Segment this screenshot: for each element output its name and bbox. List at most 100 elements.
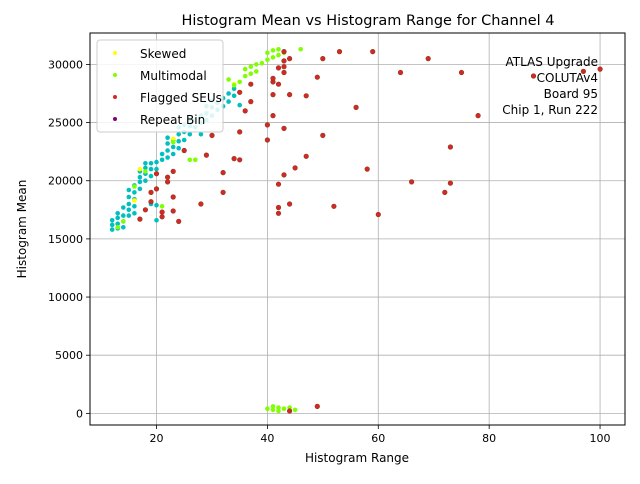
legend-marker: [113, 117, 117, 121]
data-point: [275, 81, 282, 87]
data-point: [142, 207, 148, 213]
data-point: [143, 169, 148, 174]
data-point: [270, 55, 276, 60]
data-point: [237, 89, 243, 95]
data-point: [292, 407, 298, 413]
data-point: [159, 204, 165, 209]
data-point: [281, 48, 287, 55]
data-point: [170, 208, 176, 214]
data-point: [143, 178, 148, 183]
data-point: [314, 74, 320, 80]
data-point: [447, 180, 454, 186]
data-point: [242, 73, 248, 79]
data-point: [281, 58, 287, 64]
data-point: [265, 406, 270, 412]
data-point: [137, 216, 143, 222]
data-point: [154, 218, 159, 223]
data-point: [115, 211, 120, 216]
data-point: [237, 129, 243, 135]
data-point: [121, 205, 126, 210]
data-point: [320, 55, 326, 62]
y-tick-label: 20000: [48, 175, 83, 188]
data-point: [126, 201, 132, 207]
data-point: [265, 50, 270, 56]
data-point: [442, 189, 448, 195]
data-point: [220, 170, 226, 176]
data-point: [121, 213, 126, 218]
data-point: [170, 168, 176, 174]
annotation-line: Chip 1, Run 222: [502, 103, 598, 117]
chart-annotation: ATLAS Upgrade COLUTAv4 Board 95 Chip 1, Run…: [502, 55, 598, 117]
data-point: [109, 227, 115, 232]
data-point: [154, 166, 159, 172]
data-point: [275, 204, 282, 211]
data-point: [231, 93, 237, 99]
data-point: [475, 112, 481, 119]
data-point: [287, 201, 293, 207]
data-point: [137, 174, 143, 180]
data-point: [126, 187, 132, 193]
data-point: [159, 214, 165, 220]
data-point: [275, 65, 282, 71]
data-point: [270, 75, 276, 81]
data-point: [153, 186, 160, 192]
data-point: [270, 407, 276, 413]
data-point: [115, 221, 120, 227]
data-point: [281, 64, 287, 70]
data-point: [281, 125, 287, 131]
data-point: [176, 145, 181, 151]
data-point: [259, 60, 265, 66]
data-point: [458, 69, 465, 76]
data-point: [276, 52, 281, 58]
data-point: [148, 166, 154, 172]
data-point: [248, 64, 254, 69]
data-point: [292, 165, 298, 171]
legend-marker: [113, 95, 117, 99]
data-point: [580, 68, 587, 74]
data-point: [237, 79, 242, 85]
y-tick-label: 5000: [55, 349, 83, 362]
data-point: [226, 77, 231, 82]
data-point: [126, 213, 132, 218]
data-point: [409, 179, 415, 185]
data-point: [270, 91, 276, 98]
data-point: [132, 211, 137, 216]
data-point: [181, 147, 187, 154]
data-point: [370, 48, 376, 55]
x-tick-label: 40: [260, 432, 274, 445]
data-point: [148, 199, 154, 205]
data-point: [126, 207, 132, 213]
data-point: [159, 209, 165, 215]
data-point: [303, 93, 309, 99]
data-point: [397, 69, 404, 76]
y-tick-label: 0: [76, 407, 83, 420]
data-point: [148, 161, 154, 166]
data-point: [331, 203, 337, 209]
data-point: [237, 102, 242, 108]
data-point: [276, 405, 281, 410]
data-point: [176, 218, 182, 224]
data-point: [170, 194, 176, 200]
grid: [90, 33, 625, 425]
data-point: [165, 155, 170, 160]
series-flagged-seus: [137, 48, 603, 414]
data-point: [148, 189, 154, 195]
data-point: [231, 86, 237, 92]
data-point: [248, 98, 254, 105]
legend: Skewed Multimodal Flagged SEUs Repeat Bin: [96, 39, 224, 133]
data-point: [264, 122, 271, 128]
data-point: [226, 91, 231, 96]
data-point: [530, 73, 537, 79]
chart-title: Histogram Mean vs Histogram Range for Ch…: [182, 13, 555, 29]
data-point: [281, 69, 287, 76]
data-point: [281, 406, 287, 412]
data-point: [364, 166, 370, 172]
data-point: [159, 151, 165, 157]
data-point: [231, 156, 237, 162]
x-tick-label: 60: [371, 432, 385, 445]
data-point: [115, 225, 120, 230]
data-point: [336, 48, 343, 55]
data-point: [170, 151, 176, 157]
data-point: [187, 131, 193, 137]
